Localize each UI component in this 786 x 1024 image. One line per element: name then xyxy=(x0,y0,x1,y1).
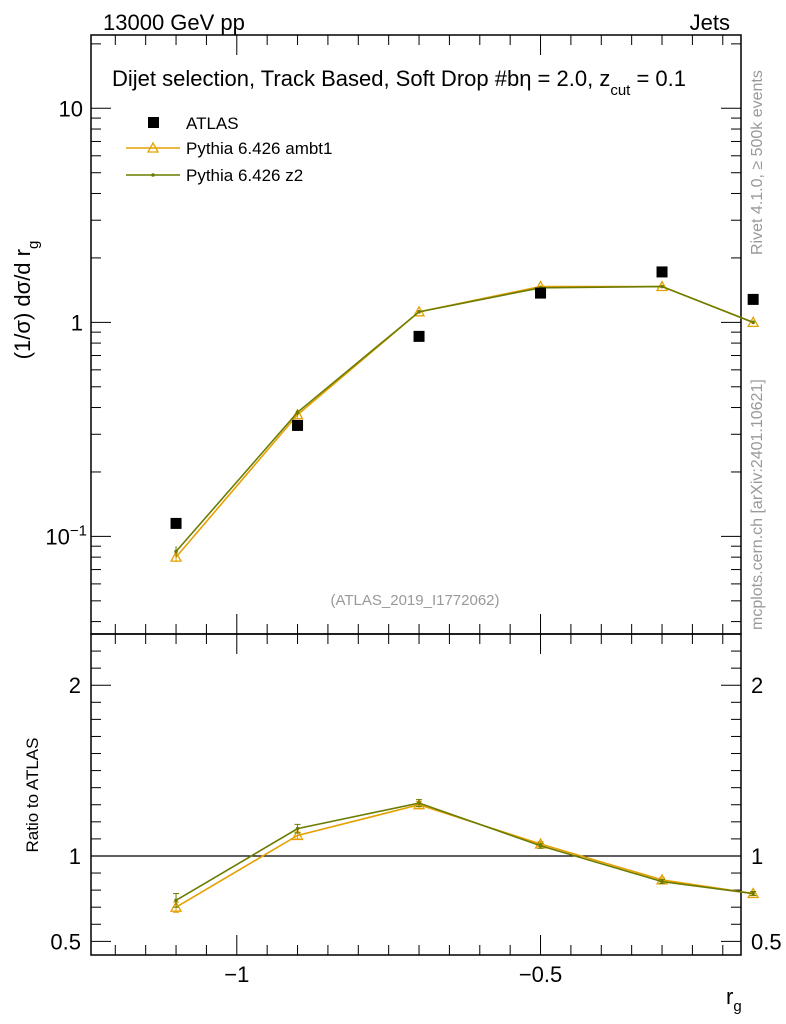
x-axis-label: rg xyxy=(726,984,742,1015)
ratio-y-tick-label-right: 0.5 xyxy=(751,929,782,954)
ratio-series xyxy=(169,798,760,913)
legend-ambt1-label: Pythia 6.426 ambt1 xyxy=(186,139,332,158)
ratio-y-tick-label-left: 2 xyxy=(69,673,81,698)
main-point-atlas xyxy=(535,287,547,299)
main-ylabel-text: (1/σ) dσ/d r xyxy=(10,249,35,359)
ratio-ylabel: Ratio to ATLAS xyxy=(23,738,42,853)
main-axis-ticks: 10−1 1 10 xyxy=(45,43,741,623)
main-point-z2 xyxy=(417,310,421,314)
ratio-point-z2 xyxy=(751,891,755,896)
main-point-ambt1 xyxy=(169,550,183,562)
plot-title-main: Dijet selection, Track Based, Soft Drop … xyxy=(112,66,519,91)
ratio-y-tick-label-left: 0.5 xyxy=(50,929,81,954)
ratio-point-ambt1 xyxy=(291,829,304,841)
analysis-id: (ATLAS_2019_I1772062) xyxy=(330,592,499,609)
ratio-point-z2 xyxy=(295,826,300,831)
legend-z2-marker xyxy=(151,173,155,177)
main-point-atlas xyxy=(656,266,668,278)
mcplots-label: mcplots.cern.ch [arXiv:2401.10621] xyxy=(749,379,766,630)
ratio-point-z2 xyxy=(174,898,178,903)
x-axis-label-sub: g xyxy=(733,998,741,1015)
mcplots-label-text: mcplots.cern.ch [arXiv:2401.10621] xyxy=(749,379,766,630)
main-y-tick-label: 10−1 xyxy=(45,522,87,549)
main-ylabel-sub: g xyxy=(25,241,42,249)
legend: ATLAS Pythia 6.426 ambt1 Pythia 6.426 z2 xyxy=(126,114,332,185)
main-y-tick-label: 10 xyxy=(59,96,83,121)
svg-text:(1/σ) dσ/d rg: (1/σ) dσ/d rg xyxy=(10,241,42,360)
x-axis-label-text: r xyxy=(726,984,733,1009)
main-point-atlas xyxy=(170,517,182,529)
legend-atlas-marker xyxy=(148,117,159,128)
main-series-line-z2 xyxy=(175,285,754,553)
main-point-atlas xyxy=(292,419,304,431)
main-point-z2 xyxy=(174,549,178,554)
rivet-label-text: Rivet 4.1.0, ≥ 500k events xyxy=(749,70,766,255)
ratio-point-z2 xyxy=(538,843,543,848)
legend-z2-label: Pythia 6.426 z2 xyxy=(186,166,303,185)
ratio-y-tick-label-left: 1 xyxy=(69,844,81,869)
ratio-y-tick-label-right: 1 xyxy=(751,844,763,869)
main-point-atlas xyxy=(413,330,425,342)
header-left: 13000 GeV pp xyxy=(103,10,245,35)
ratio-panel-frame xyxy=(90,633,742,956)
legend-ambt1-marker xyxy=(146,141,160,153)
ratio-ylabel-text: Ratio to ATLAS xyxy=(23,738,42,853)
plot-title-cut: cut xyxy=(610,82,631,99)
header-right: Jets xyxy=(690,10,730,35)
ratio-point-ambt1 xyxy=(169,900,183,912)
ratio-axis-ticks: 0.5 0.5 1 1 2 2 xyxy=(50,650,782,954)
main-point-z2 xyxy=(660,284,664,289)
main-series xyxy=(169,266,760,562)
main-y-tick-label: 1 xyxy=(71,310,83,335)
main-series-line-ambt1 xyxy=(175,285,754,558)
plot-title-eta: η = 2.0, z xyxy=(519,66,610,91)
ratio-point-z2 xyxy=(660,879,664,884)
ratio-y-tick-label-right: 2 xyxy=(751,673,763,698)
x-tick-label: −1 xyxy=(224,962,249,987)
main-point-atlas xyxy=(747,293,759,305)
plot-title: Dijet selection, Track Based, Soft Drop … xyxy=(112,66,686,99)
legend-atlas-label: ATLAS xyxy=(186,114,239,133)
plot-title-tail: = 0.1 xyxy=(630,66,686,91)
ratio-series-line-z2 xyxy=(175,802,754,902)
ratio-point-z2 xyxy=(417,801,421,805)
main-point-z2 xyxy=(295,410,300,415)
main-ylabel: (1/σ) dσ/d rg xyxy=(10,241,42,360)
main-point-z2 xyxy=(751,320,755,325)
rivet-label: Rivet 4.1.0, ≥ 500k events xyxy=(749,70,766,255)
x-axis-ticks: −1 −0.5 xyxy=(114,35,724,987)
x-tick-label: −0.5 xyxy=(519,962,562,987)
